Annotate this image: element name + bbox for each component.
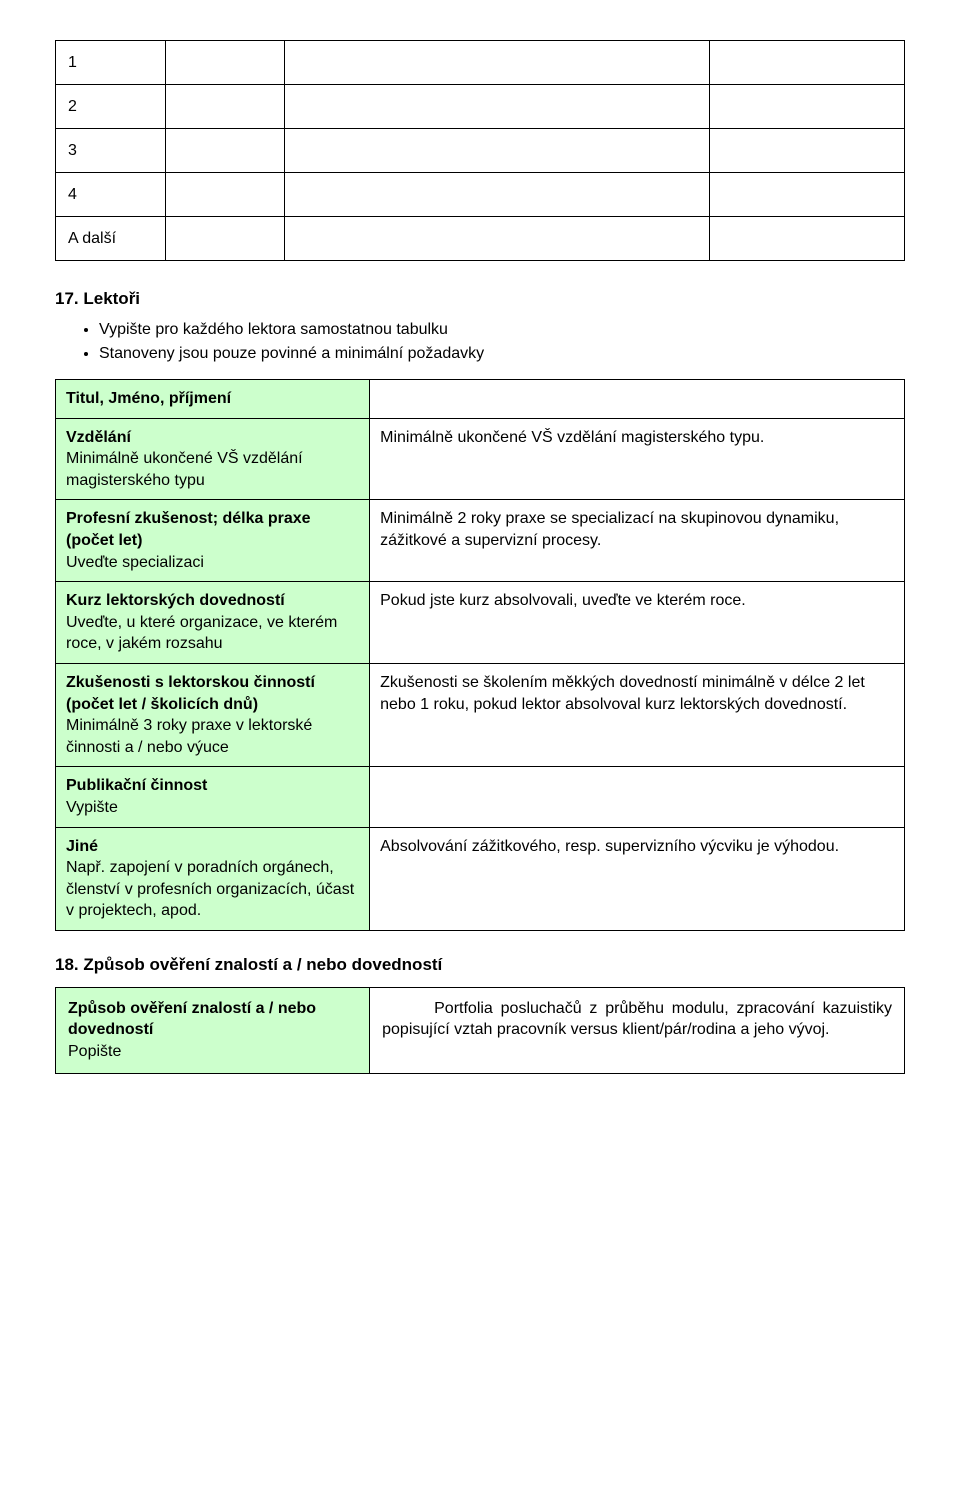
section-18-title: 18. Způsob ověření znalostí a / nebo dov… [55, 955, 905, 975]
lecturer-value-cell [370, 767, 905, 827]
numbered-row-cell [285, 173, 710, 217]
numbered-row: 4 [56, 173, 905, 217]
lecturer-label-plain: Uveďte specializaci [66, 554, 204, 571]
numbered-row-label: 1 [56, 41, 166, 85]
lecturer-table-body: Titul, Jméno, příjmení Vzdělání Minimálně … [56, 380, 905, 931]
lecturer-table: Titul, Jméno, příjmení Vzdělání Minimálně … [55, 379, 905, 931]
lecturer-value-cell [370, 380, 905, 419]
numbered-table: 1234A další [55, 40, 905, 261]
lecturer-label-plain: Minimálně ukončené VŠ vzdělání magisters… [66, 450, 303, 489]
numbered-row-cell [709, 129, 904, 173]
numbered-row-cell [166, 217, 285, 261]
numbered-row: 3 [56, 129, 905, 173]
bullet-item: Vypište pro každého lektora samostatnou … [99, 321, 905, 339]
numbered-row: 1 [56, 41, 905, 85]
bullet-item: Stanoveny jsou pouze povinné a minimální… [99, 345, 905, 363]
numbered-row-cell [166, 173, 285, 217]
lecturer-row: Vzdělání Minimálně ukončené VŠ vzdělání m… [56, 418, 905, 500]
lecturer-row: Titul, Jméno, příjmení [56, 380, 905, 419]
lecturer-label-bold: Jiné [66, 838, 98, 855]
section-17-title: 17. Lektoři [55, 289, 905, 309]
lecturer-label-plain: Uveďte, u které organizace, ve kterém ro… [66, 614, 337, 653]
verify-table: Způsob ověření znalostí a / nebo dovedno… [55, 987, 905, 1074]
numbered-row-label: A další [56, 217, 166, 261]
lecturer-label-cell: Vzdělání Minimálně ukončené VŠ vzdělání m… [56, 418, 370, 500]
lecturer-label-bold: Zkušenosti s lektorskou činností (počet … [66, 674, 315, 713]
numbered-row-label: 3 [56, 129, 166, 173]
lecturer-row: Jiné Např. zapojení v poradních orgánech,… [56, 827, 905, 930]
numbered-row-cell [166, 41, 285, 85]
numbered-row-cell [709, 85, 904, 129]
lecturer-label-plain: Vypište [66, 799, 118, 816]
verify-value-cell: Portfolia posluchačů z průběhu modulu, z… [370, 987, 905, 1073]
lecturer-label-bold: Kurz lektorských dovedností [66, 592, 285, 609]
numbered-row: A další [56, 217, 905, 261]
lecturer-label-cell: Jiné Např. zapojení v poradních orgánech,… [56, 827, 370, 930]
numbered-row-cell [285, 85, 710, 129]
numbered-row-cell [166, 85, 285, 129]
lecturer-label-plain: Např. zapojení v poradních orgánech, čle… [66, 859, 354, 919]
numbered-row-label: 2 [56, 85, 166, 129]
lecturer-label-bold: Publikační činnost [66, 777, 207, 794]
numbered-row-cell [285, 129, 710, 173]
numbered-row-label: 4 [56, 173, 166, 217]
lecturer-label-cell: Titul, Jméno, příjmení [56, 380, 370, 419]
numbered-row: 2 [56, 85, 905, 129]
lecturer-label-bold: Titul, Jméno, příjmení [66, 390, 231, 407]
lecturer-label-cell: Profesní zkušenost; délka praxe (počet l… [56, 500, 370, 582]
lecturer-value-cell: Minimálně 2 roky praxe se specializací n… [370, 500, 905, 582]
lecturer-row: Kurz lektorských dovedností Uveďte, u kte… [56, 582, 905, 664]
numbered-row-cell [285, 41, 710, 85]
verify-label-bold: Způsob ověření znalostí a / nebo dovedno… [68, 1000, 316, 1039]
lecturer-value-cell: Minimálně ukončené VŠ vzdělání magisters… [370, 418, 905, 500]
lecturer-label-cell: Kurz lektorských dovedností Uveďte, u kte… [56, 582, 370, 664]
verify-label-plain: Popište [68, 1043, 121, 1060]
numbered-row-cell [166, 129, 285, 173]
lecturer-row: Zkušenosti s lektorskou činností (počet … [56, 663, 905, 766]
numbered-row-cell [709, 217, 904, 261]
numbered-row-cell [709, 173, 904, 217]
verify-value-text: Portfolia posluchačů z průběhu modulu, z… [382, 1000, 892, 1039]
lecturer-value-cell: Absolvování zážitkového, resp. supervizn… [370, 827, 905, 930]
verify-label-cell: Způsob ověření znalostí a / nebo dovedno… [56, 987, 370, 1073]
lecturer-value-cell: Pokud jste kurz absolvovali, uveďte ve k… [370, 582, 905, 664]
lecturer-value-cell: Zkušenosti se školením měkkých dovednost… [370, 663, 905, 766]
section-17-bullets: Vypište pro každého lektora samostatnou … [99, 321, 905, 363]
lecturer-label-bold: Vzdělání [66, 429, 131, 446]
lecturer-row: Profesní zkušenost; délka praxe (počet l… [56, 500, 905, 582]
numbered-row-cell [709, 41, 904, 85]
lecturer-label-cell: Publikační činnost Vypište [56, 767, 370, 827]
lecturer-label-plain: Minimálně 3 roky praxe v lektorské činno… [66, 717, 312, 756]
numbered-table-body: 1234A další [56, 41, 905, 261]
lecturer-label-cell: Zkušenosti s lektorskou činností (počet … [56, 663, 370, 766]
lecturer-label-bold: Profesní zkušenost; délka praxe (počet l… [66, 510, 311, 549]
verify-row: Způsob ověření znalostí a / nebo dovedno… [56, 987, 905, 1073]
numbered-row-cell [285, 217, 710, 261]
lecturer-row: Publikační činnost Vypište [56, 767, 905, 827]
